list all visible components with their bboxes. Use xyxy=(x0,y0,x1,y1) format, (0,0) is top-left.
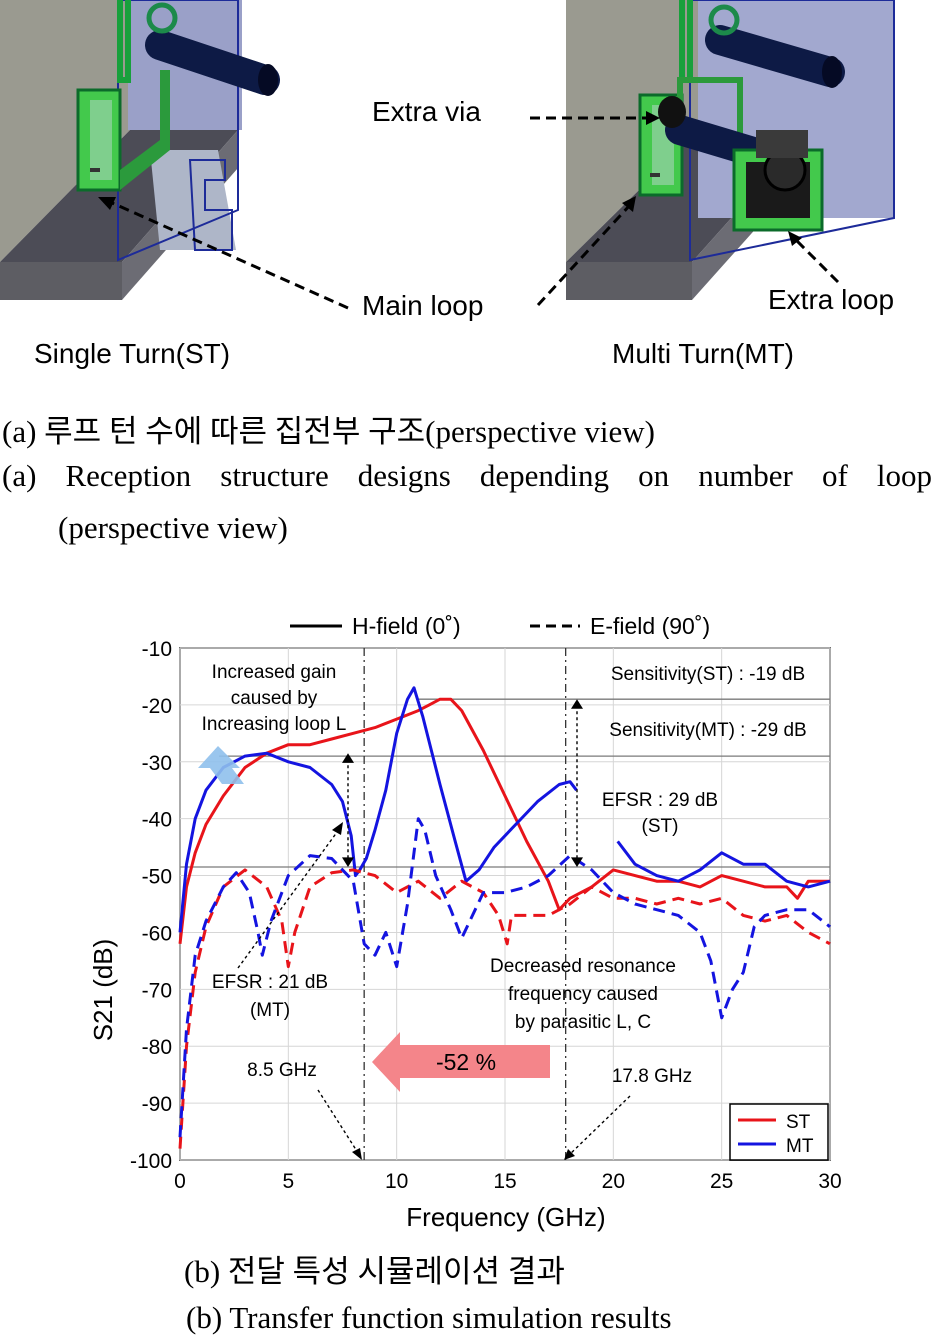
y-tick-label: -100 xyxy=(130,1150,172,1173)
legend-h-field: H-field (0˚) xyxy=(352,613,461,639)
annotation-texts: Increased gain caused by Increasing loop… xyxy=(202,662,807,1087)
shift-percent-label: -52 % xyxy=(436,1049,496,1075)
increased-gain-line2: caused by xyxy=(231,688,318,709)
y-tick-label: -60 xyxy=(142,922,172,945)
decreased-resonance-line1: Decreased resonance xyxy=(490,956,676,977)
annotation-arrowhead xyxy=(352,1148,362,1160)
extra-via-label: Extra via xyxy=(372,96,481,127)
y-tick-label: -70 xyxy=(142,979,172,1002)
y-tick-label: -20 xyxy=(142,695,172,718)
annotation-arrowhead xyxy=(332,822,343,835)
y-tick-label: -90 xyxy=(142,1093,172,1116)
y-tick-label: -10 xyxy=(142,638,172,661)
x-tick-label: 20 xyxy=(602,1170,625,1193)
efsr-mt-label-line1: EFSR : 21 dB xyxy=(212,972,328,993)
annotation-arrowhead xyxy=(571,699,583,709)
main-loop-label: Main loop xyxy=(362,290,484,321)
top-legend: H-field (0˚) E-field (90˚) xyxy=(290,613,710,639)
series-mt-h-field-line xyxy=(178,686,578,933)
multi-turn-label: Multi Turn(MT) xyxy=(612,338,794,369)
label-arrowheads xyxy=(98,111,802,246)
efsr-mt-label-line2: (MT) xyxy=(250,1000,290,1021)
annotation-arrowhead xyxy=(564,1149,575,1160)
caption-a-english-line1: (a) Reception structure designs dependin… xyxy=(2,458,932,493)
x-tick-label: 5 xyxy=(282,1170,294,1193)
series-mt-h-field-line xyxy=(616,840,831,889)
extra-loop-label: Extra loop xyxy=(768,284,895,315)
annotation-arrowhead xyxy=(342,857,354,868)
series-layer xyxy=(178,686,831,1149)
shift-arrow: -52 % xyxy=(372,1032,550,1092)
x-tick-label: 25 xyxy=(710,1170,733,1193)
series-legend-box xyxy=(729,1103,829,1161)
legend-e-field: E-field (90˚) xyxy=(590,613,710,639)
decreased-resonance-line2: frequency caused xyxy=(508,984,658,1005)
gain-arrow xyxy=(198,746,244,784)
x-axis-title: Frequency (GHz) xyxy=(406,1202,605,1232)
annotation-arrowhead xyxy=(342,753,354,763)
series-mt-e-field-line xyxy=(178,817,831,1138)
legend-st-label: ST xyxy=(786,1112,811,1133)
x-tick-label: 10 xyxy=(385,1170,408,1193)
x-tick-label: 15 xyxy=(493,1170,516,1193)
annotation-lines xyxy=(237,699,631,1160)
sensitivity-st-label: Sensitivity(ST) : -19 dB xyxy=(611,664,805,685)
caption-a-english-line2: (perspective view) xyxy=(58,510,288,545)
figure-a-illustration xyxy=(0,0,895,310)
decreased-resonance-line3: by parasitic L, C xyxy=(515,1012,651,1033)
increased-gain-line3: Increasing loop L xyxy=(202,714,347,735)
freq-mt-label: 8.5 GHz xyxy=(247,1060,317,1081)
y-tick-label: -40 xyxy=(142,809,172,832)
efsr-st-label-line1: EFSR : 29 dB xyxy=(602,790,718,811)
y-tick-label: -30 xyxy=(142,752,172,775)
caption-a-korean: (a) 루프 턴 수에 따른 집전부 구조(perspective view) xyxy=(2,414,655,449)
efsr-mt-pointer-line xyxy=(237,827,341,969)
caption-b-english: (b) Transfer function simulation results xyxy=(186,1300,672,1335)
y-axis-title: S21 (dB) xyxy=(88,939,118,1042)
y-tick-label: -50 xyxy=(142,866,172,889)
freq-mt-pointer-line xyxy=(317,1089,361,1157)
increased-gain-line1: Increased gain xyxy=(212,662,337,683)
freq-st-pointer-line xyxy=(567,1095,631,1157)
grid-lines xyxy=(179,647,831,1161)
freq-st-label: 17.8 GHz xyxy=(612,1066,692,1087)
x-tick-label: 30 xyxy=(818,1170,841,1193)
efsr-st-label-line2: (ST) xyxy=(642,816,679,837)
sensitivity-mt-label: Sensitivity(MT) : -29 dB xyxy=(609,720,806,741)
series-legend: ST MT xyxy=(729,1103,829,1161)
caption-b-korean: (b) 전달 특성 시뮬레이션 결과 xyxy=(184,1254,565,1289)
legend-mt-label: MT xyxy=(786,1136,814,1157)
label-leader-lines xyxy=(109,116,840,310)
x-tick-label: 0 xyxy=(174,1170,186,1193)
annotation-arrowhead xyxy=(571,857,583,868)
single-turn-label: Single Turn(ST) xyxy=(34,338,231,369)
st-model xyxy=(0,0,280,300)
y-tick-label: -80 xyxy=(142,1036,172,1059)
mt-model xyxy=(566,0,895,300)
